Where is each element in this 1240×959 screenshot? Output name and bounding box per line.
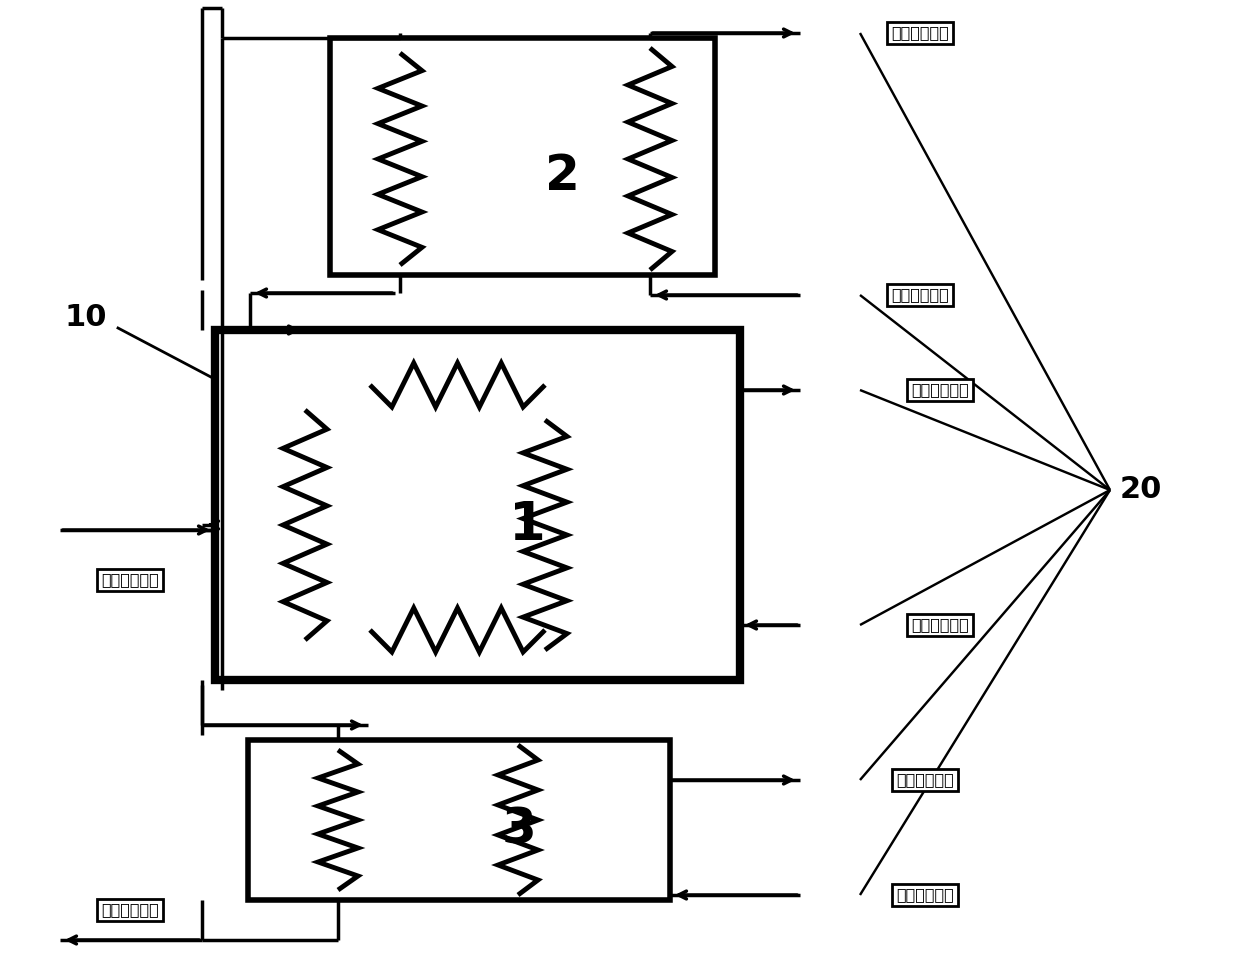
Bar: [248, 740, 670, 900]
Text: 一次网热水回: 一次网热水回: [102, 902, 159, 918]
Bar: [215, 330, 740, 680]
Text: 二次网热水进: 二次网热水进: [897, 887, 954, 902]
Text: 二次网热水进: 二次网热水进: [892, 288, 949, 302]
Text: 10: 10: [64, 303, 108, 333]
Text: 二次网热水进: 二次网热水进: [911, 618, 968, 633]
Text: 一次网热水进: 一次网热水进: [102, 573, 159, 588]
Text: 二次网热水回: 二次网热水回: [897, 773, 954, 787]
Bar: [330, 38, 715, 275]
Text: 20: 20: [1120, 476, 1162, 504]
Text: 1: 1: [510, 499, 546, 551]
Text: 2: 2: [546, 152, 580, 200]
Text: 3: 3: [502, 806, 537, 854]
Text: 二次网热水回: 二次网热水回: [892, 26, 949, 40]
Text: 二次网热水回: 二次网热水回: [911, 383, 968, 397]
